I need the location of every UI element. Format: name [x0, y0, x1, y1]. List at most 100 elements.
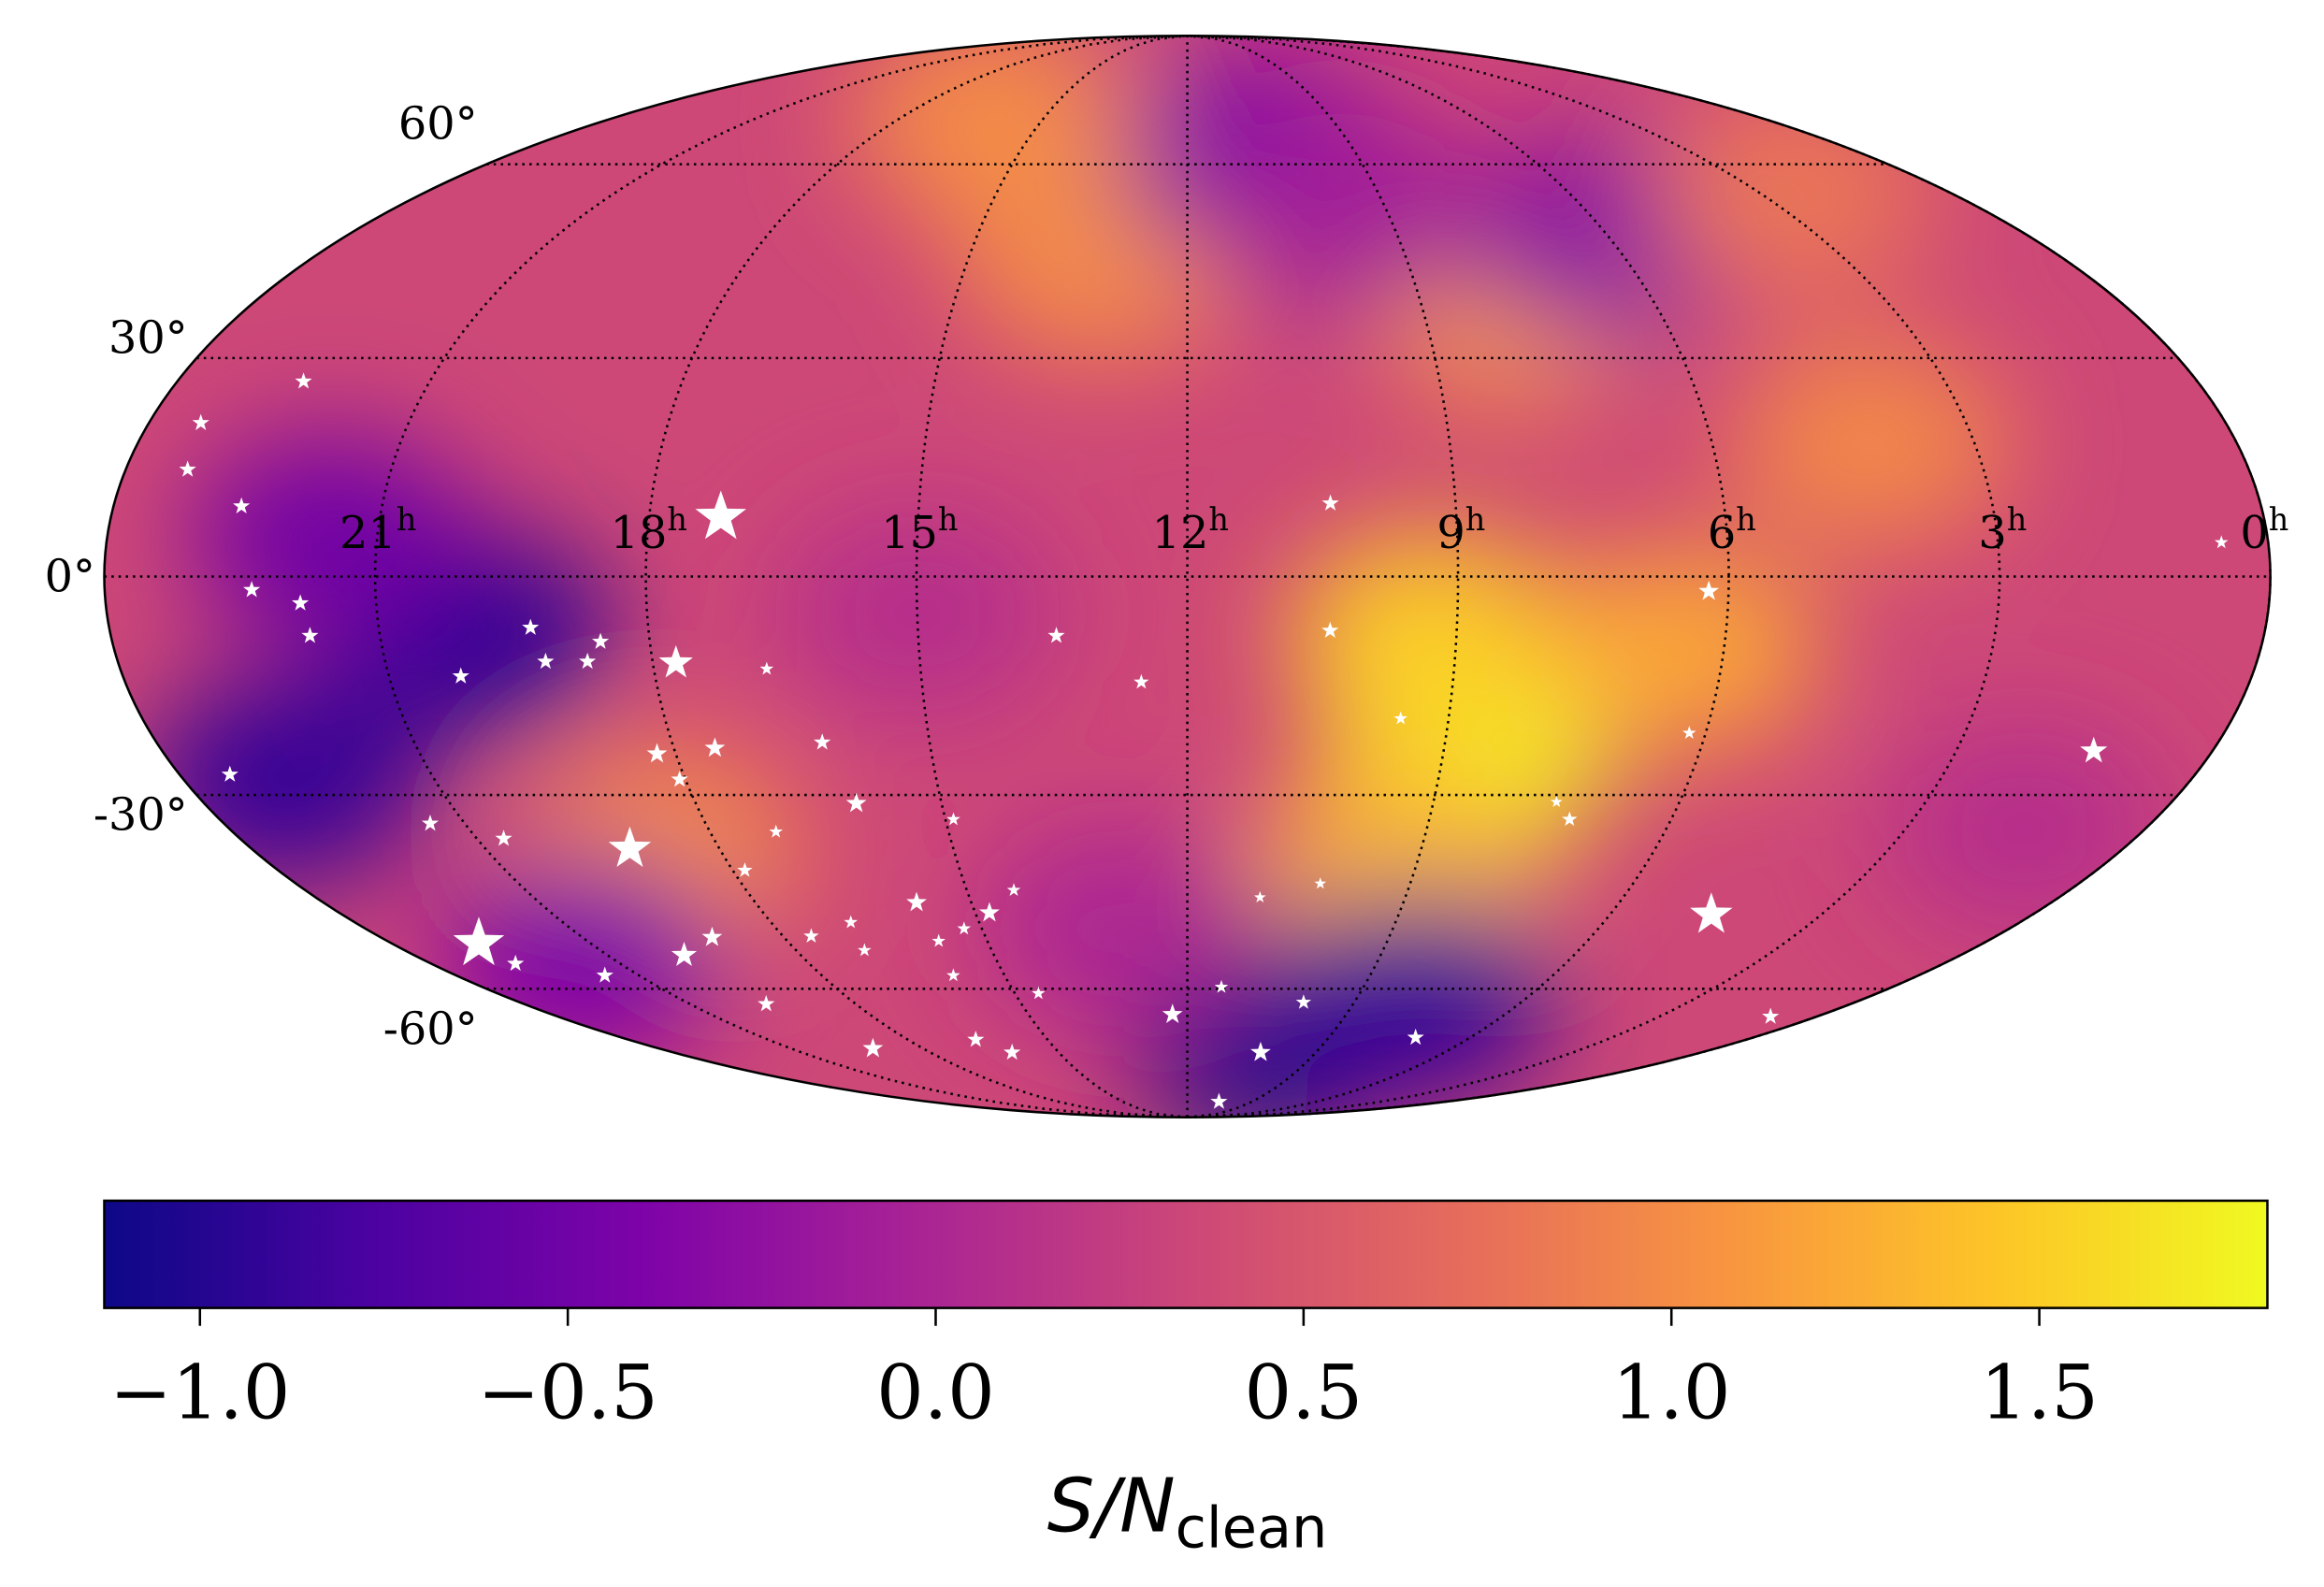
colorbar-label-subscript: clean: [1176, 1495, 1328, 1561]
star-marker: [421, 815, 440, 831]
field-hotspot: [1883, 725, 2167, 934]
star-marker: [758, 995, 775, 1012]
field-hotspot: [190, 435, 474, 644]
star-marker: [292, 594, 310, 611]
star-marker: [1682, 726, 1696, 740]
star-marker: [192, 413, 209, 430]
star-marker: [704, 737, 726, 757]
star-marker: [1210, 1092, 1228, 1109]
star-marker: [701, 926, 723, 946]
meridian: [373, 34, 1188, 1119]
field-hotspot: [1537, 546, 1821, 756]
colorbar-label: S/Nclean: [1047, 1462, 1328, 1561]
ra-tick-label: 21h: [339, 501, 416, 559]
field-hotspot: [1728, 339, 2012, 549]
ra-tick-label: 6h: [1708, 501, 1756, 559]
sky-outline: [103, 34, 2272, 1119]
star-marker: [295, 372, 312, 389]
star-marker: [591, 632, 610, 649]
star-marker: [1550, 795, 1563, 807]
ra-tick-number: 12: [1152, 508, 1209, 559]
star-marker: [957, 921, 972, 935]
star-marker: [1253, 890, 1266, 902]
field-hotspot: [1199, 108, 1482, 317]
colorbar-tick-label: 0.5: [1245, 1349, 1364, 1436]
star-marker: [906, 891, 927, 912]
colorbar-label-main: S/N: [1047, 1462, 1176, 1549]
star-marker: [1762, 1007, 1780, 1024]
star-marker: [579, 652, 597, 670]
ra-tick-unit: h: [1736, 501, 1756, 538]
dec-tick-label: -60°: [383, 1003, 478, 1055]
star-marker: [221, 765, 238, 782]
star-marker: [1393, 711, 1407, 725]
star-marker: [1321, 494, 1339, 511]
ra-tick-label: 9h: [1436, 501, 1485, 559]
star-marker: [453, 916, 505, 966]
ra-tick-label: 3h: [1978, 501, 2027, 559]
star-marker: [1321, 621, 1339, 639]
ra-tick-label: 12h: [1152, 501, 1229, 559]
star-marker: [1162, 1003, 1183, 1024]
star-marker: [301, 627, 319, 643]
dec-tick-label: 30°: [108, 312, 188, 364]
ra-tick-unit: h: [1465, 501, 1486, 538]
field-hotspot: [1270, 895, 1553, 1104]
star-marker: [495, 830, 512, 846]
colorbar-tick-label: 0.0: [876, 1349, 995, 1436]
star-marker: [233, 497, 251, 514]
star-marker: [737, 862, 753, 877]
colorbar-tick-label: 1.0: [1612, 1349, 1731, 1436]
star-marker: [179, 460, 196, 477]
star-marker: [537, 652, 555, 670]
dec-tick-label: 0°: [45, 551, 95, 602]
star-marker: [2080, 736, 2108, 763]
star-marker: [1314, 877, 1327, 889]
field-hotspot: [851, 36, 1135, 225]
star-marker: [1562, 811, 1578, 827]
dec-tick-label: -30°: [94, 790, 188, 842]
ra-tick-unit: h: [2269, 501, 2289, 538]
star-marker: [946, 968, 960, 982]
star-marker: [862, 1037, 884, 1058]
dec-tick-label: 60°: [398, 99, 478, 151]
ra-tick-number: 6: [1708, 508, 1736, 559]
star-marker: [452, 667, 469, 684]
star-marker: [1698, 580, 1720, 600]
ra-tick-unit: h: [938, 501, 959, 538]
ra-tick-number: 18: [611, 508, 668, 559]
star-marker: [803, 928, 819, 943]
star-marker: [845, 792, 867, 813]
star-marker: [1250, 1041, 1271, 1061]
star-marker: [1003, 1043, 1021, 1060]
star-marker: [1407, 1028, 1424, 1046]
ra-tick-number: 9: [1436, 508, 1465, 559]
star-marker: [243, 581, 261, 598]
ra-tick-number: 3: [1978, 508, 2006, 559]
star-marker: [967, 1031, 985, 1047]
field-hotspot: [1651, 89, 1935, 298]
star-marker: [596, 966, 613, 983]
star-marker: [1133, 673, 1149, 689]
field-hotspot: [977, 824, 1261, 1033]
star-marker: [522, 618, 540, 635]
star-marker: [979, 902, 1000, 922]
star-marker: [671, 942, 698, 966]
star-marker: [507, 954, 525, 972]
star-marker: [759, 661, 774, 675]
star-marker: [658, 644, 693, 678]
ra-tick-label: 0h: [2240, 501, 2288, 559]
colorbar-bar: [103, 1199, 2269, 1309]
ra-tick-unit: h: [397, 501, 417, 538]
star-marker: [1006, 883, 1021, 897]
star-marker: [1690, 892, 1733, 933]
star-marker: [671, 770, 688, 787]
ra-tick-unit: h: [1208, 501, 1229, 538]
ra-tick-unit: h: [2007, 501, 2028, 538]
star-marker: [608, 826, 652, 867]
ra-tick-number: 15: [881, 508, 938, 559]
ra-tick-label: 18h: [611, 501, 687, 559]
ra-tick-number: 21: [339, 508, 397, 559]
